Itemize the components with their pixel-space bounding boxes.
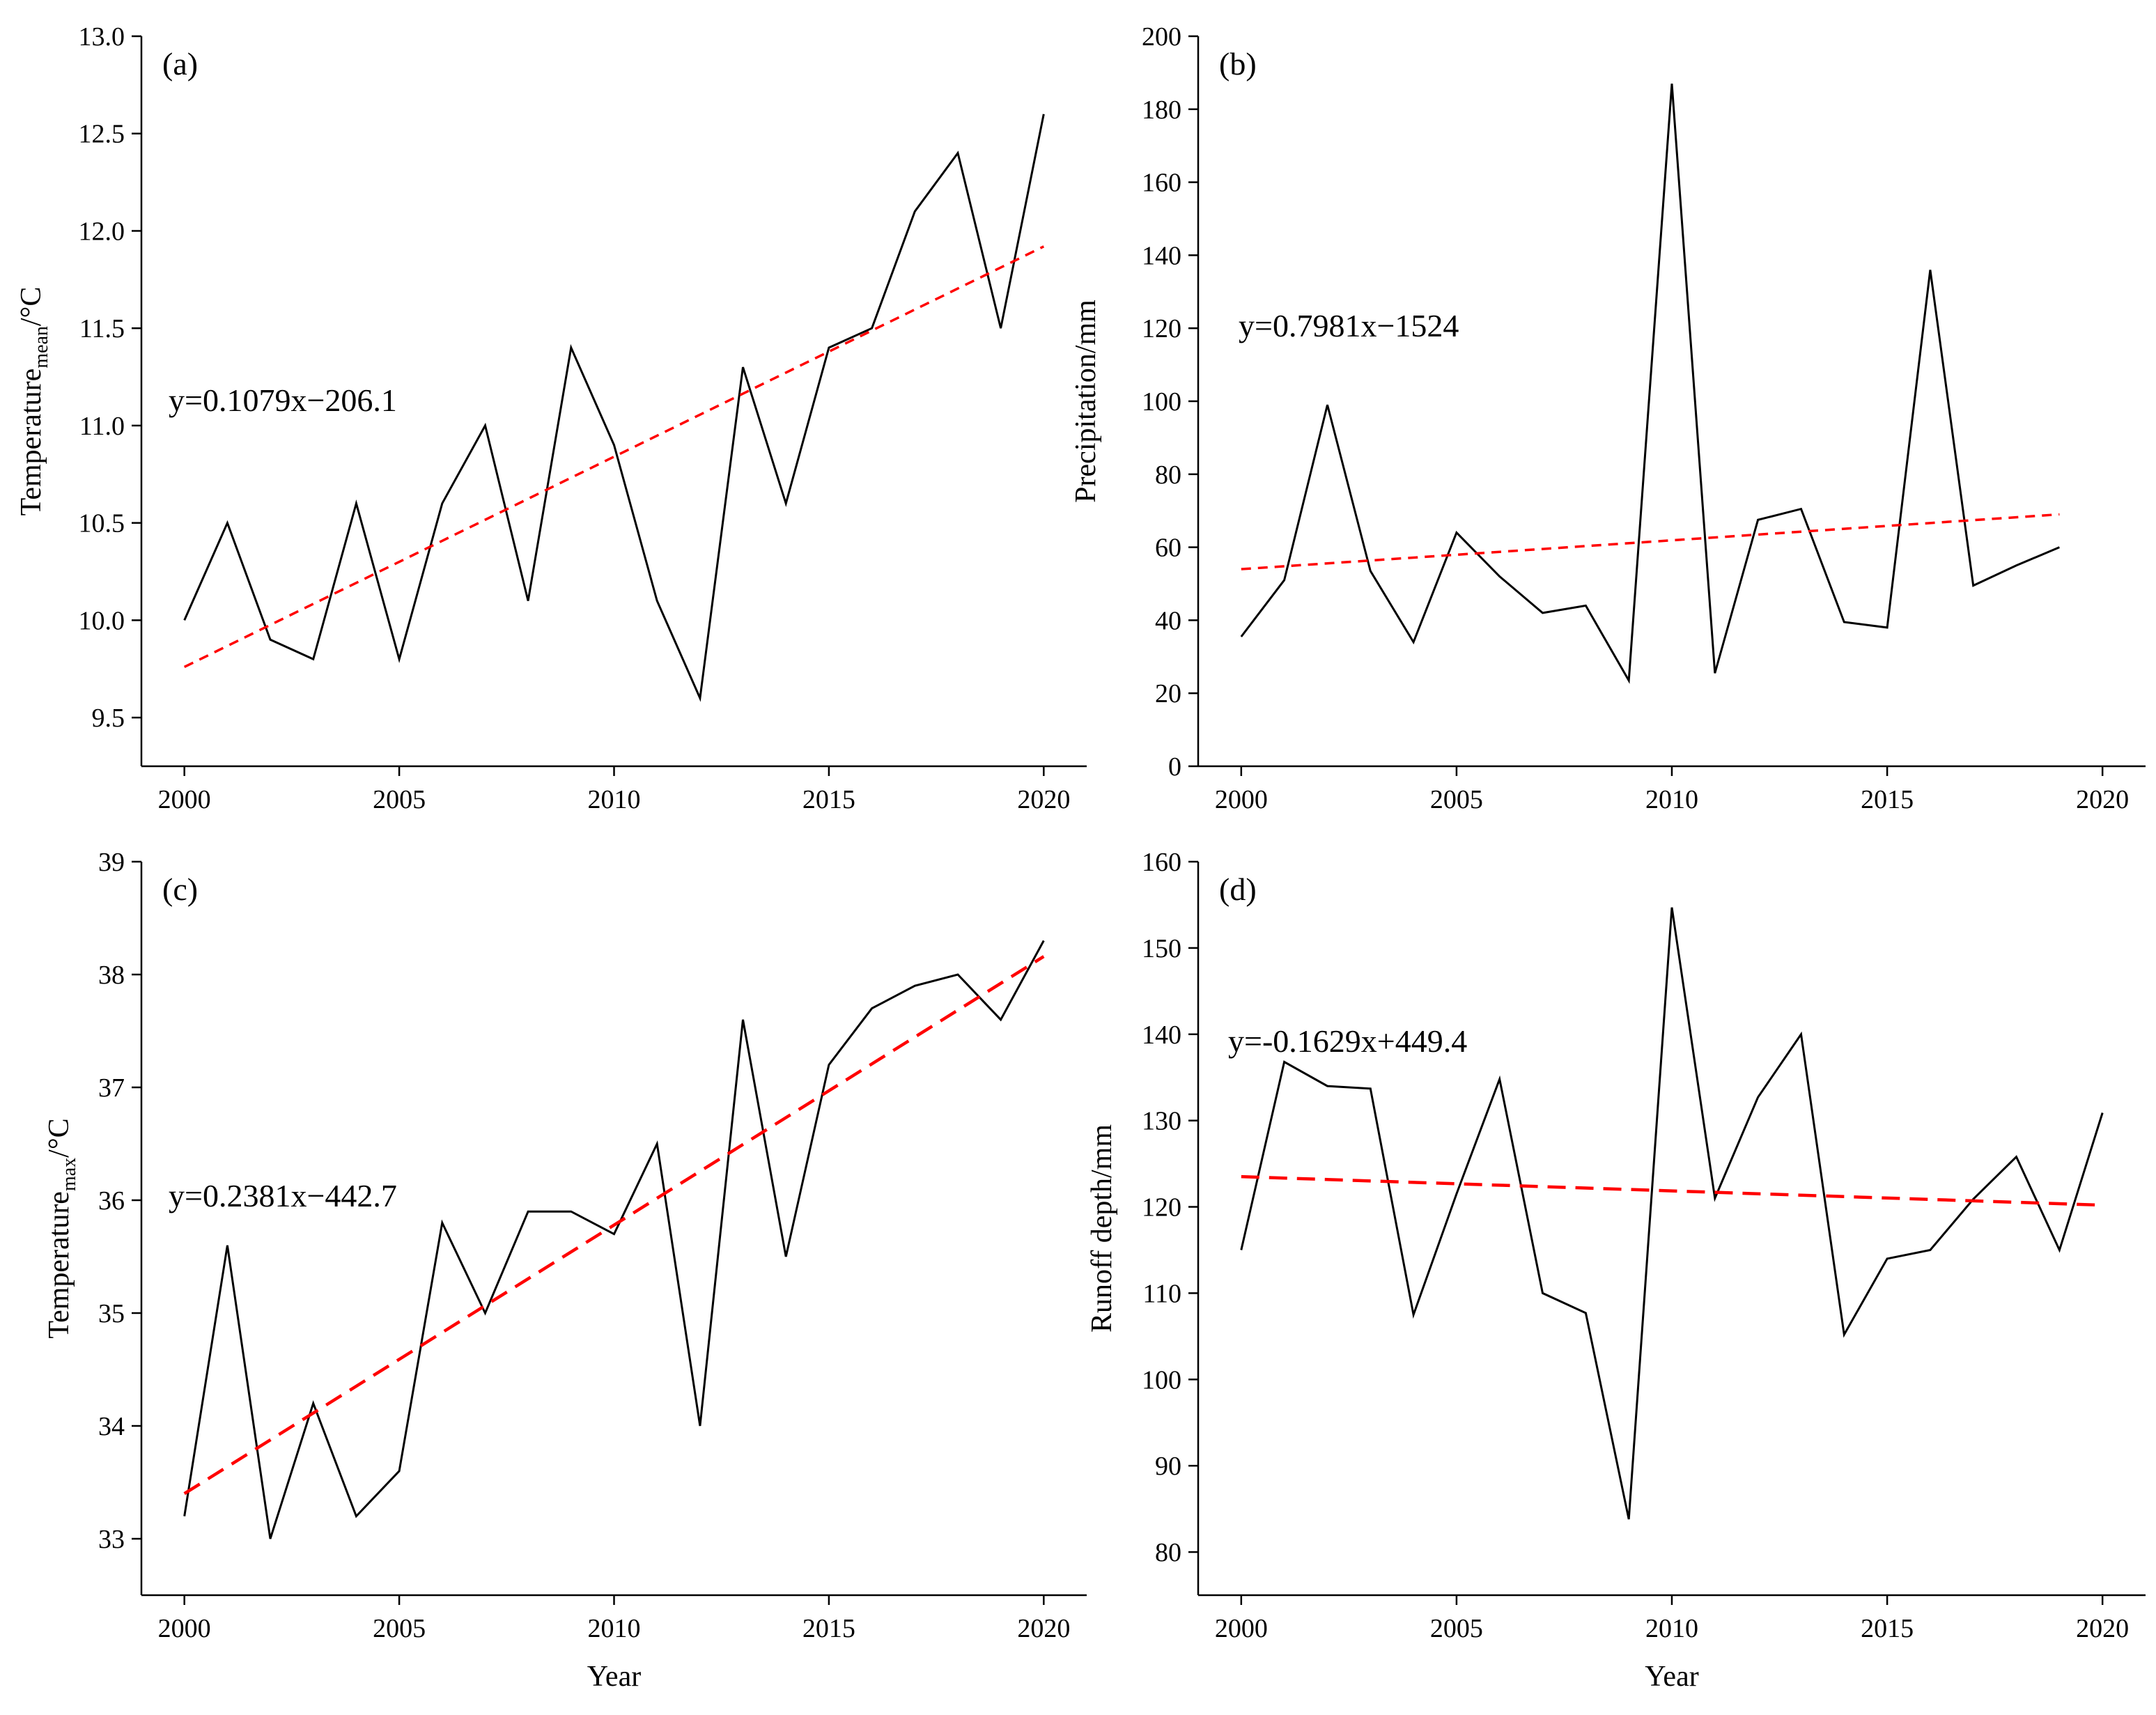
trend-line	[183, 955, 1045, 1496]
x-tick-label: 2005	[1430, 785, 1483, 814]
x-tick-label: 2015	[1861, 785, 1914, 814]
x-tick-label: 2020	[2076, 785, 2129, 814]
y-tick-label: 12.0	[79, 217, 125, 246]
y-tick-label: 20	[1155, 679, 1181, 708]
y-tick-label: 10.5	[79, 509, 125, 538]
y-tick-label: 36	[98, 1186, 125, 1216]
panel-label: (b)	[1219, 46, 1257, 82]
x-tick-label: 2020	[1017, 785, 1070, 814]
y-tick-label: 160	[1142, 169, 1181, 198]
regression-equation: y=-0.1629x+449.4	[1228, 1023, 1467, 1059]
x-tick-label: 2015	[802, 785, 855, 814]
panel-b: 0 20 40 60 80 100 120 140 160 180 200 2000 2005 2010 2…	[1070, 22, 2146, 814]
y-tick-label: 120	[1142, 314, 1181, 343]
y-tick-label: 100	[1142, 387, 1181, 417]
y-tick-label: 33	[98, 1525, 125, 1554]
y-axis-title: Temperaturemax/°C	[43, 1118, 80, 1338]
regression-equation: y=0.7981x−1524	[1239, 308, 1459, 343]
y-tick-label: 160	[1142, 848, 1181, 877]
x-tick-label: 2010	[588, 1614, 641, 1643]
y-tick-label: 80	[1155, 460, 1181, 490]
y-tick-label: 11.5	[79, 314, 125, 343]
y-tick-label: 180	[1142, 95, 1181, 125]
y-tick-label: 35	[98, 1299, 125, 1328]
series-line-observed	[1240, 907, 2104, 1520]
series-line-observed	[1240, 83, 2060, 684]
y-tick-label: 12.5	[79, 120, 125, 149]
y-tick-label: 10.0	[79, 606, 125, 635]
y-tick-label: 80	[1155, 1538, 1181, 1567]
y-tick-label: 11.0	[79, 412, 125, 441]
y-tick-label: 34	[98, 1412, 125, 1441]
y-tick-label: 200	[1142, 22, 1181, 52]
x-tick-label: 2000	[158, 785, 211, 814]
x-tick-label: 2000	[1215, 1614, 1268, 1643]
panel-label: (a)	[162, 46, 198, 82]
y-tick-label: 110	[1142, 1279, 1181, 1308]
regression-equation: y=0.2381x−442.7	[169, 1178, 397, 1213]
panel-a: 9.5 10.0 10.5 11.0 11.5 12.0 12.5 13.0 2000 2005 2…	[15, 22, 1087, 814]
y-tick-label: 140	[1142, 1021, 1181, 1050]
y-tick-label: 140	[1142, 241, 1181, 270]
y-tick-label: 0	[1168, 752, 1181, 782]
y-axis-title: Precipitation/mm	[1070, 300, 1102, 503]
y-tick-label: 37	[98, 1073, 125, 1103]
x-axis-title: Year	[587, 1661, 641, 1693]
y-tick-label: 100	[1142, 1365, 1181, 1395]
y-tick-label: 90	[1155, 1452, 1181, 1481]
x-tick-label: 2020	[2076, 1614, 2129, 1643]
trend-line	[183, 245, 1045, 669]
x-tick-label: 2015	[1861, 1614, 1914, 1643]
x-tick-label: 2005	[1430, 1614, 1483, 1643]
series-line-observed	[183, 114, 1045, 702]
y-tick-label: 120	[1142, 1193, 1181, 1223]
x-tick-label: 2010	[588, 785, 641, 814]
x-tick-label: 2015	[802, 1614, 855, 1643]
y-axis-title: Temperaturemean/°C	[15, 287, 52, 516]
regression-equation: y=0.1079x−206.1	[169, 382, 397, 418]
y-tick-label: 150	[1142, 934, 1181, 963]
y-tick-label: 9.5	[92, 704, 125, 733]
x-tick-label: 2010	[1645, 785, 1698, 814]
x-axis-title: Year	[1645, 1661, 1698, 1693]
x-tick-label: 2005	[373, 785, 426, 814]
x-tick-label: 2020	[1017, 1614, 1070, 1643]
y-tick-label: 39	[98, 848, 125, 877]
y-tick-label: 13.0	[79, 22, 125, 52]
panel-d: 80 90 100 110 120 130 140 150 160 2000 2005 2010 201…	[1086, 848, 2146, 1693]
series-line-observed	[183, 940, 1045, 1539]
x-tick-label: 2010	[1645, 1614, 1698, 1643]
x-tick-label: 2000	[1215, 785, 1268, 814]
panel-c: 33 34 35 36 37 38 39 2000 2005 2010 2015 2020 (c) y=0…	[43, 848, 1087, 1693]
trend-line	[1241, 1174, 2103, 1207]
x-tick-label: 2005	[373, 1614, 426, 1643]
x-tick-label: 2000	[158, 1614, 211, 1643]
y-tick-label: 130	[1142, 1107, 1181, 1136]
panel-label: (c)	[162, 871, 198, 907]
y-tick-label: 38	[98, 961, 125, 990]
panel-label: (d)	[1219, 871, 1257, 907]
y-tick-label: 60	[1155, 534, 1181, 563]
y-axis-title: Runoff depth/mm	[1086, 1124, 1118, 1333]
y-tick-label: 40	[1155, 606, 1181, 635]
trend-line	[1241, 513, 2060, 571]
